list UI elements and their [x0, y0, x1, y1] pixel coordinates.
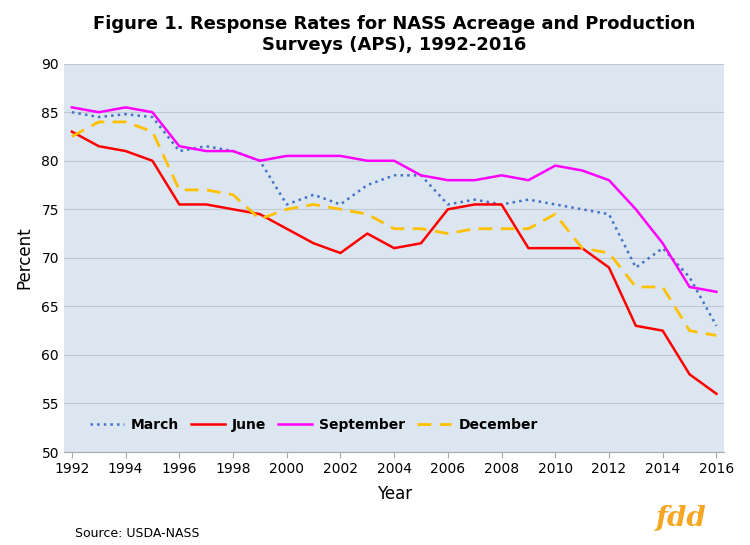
- Title: Figure 1. Response Rates for NASS Acreage and Production
Surveys (APS), 1992-201: Figure 1. Response Rates for NASS Acreag…: [93, 15, 695, 54]
- Legend: March, June, September, December: March, June, September, December: [84, 412, 543, 437]
- X-axis label: Year: Year: [376, 485, 412, 502]
- Text: fdd: fdd: [656, 505, 706, 532]
- Y-axis label: Percent: Percent: [15, 227, 33, 289]
- Text: Source: USDA-NASS: Source: USDA-NASS: [75, 526, 200, 540]
